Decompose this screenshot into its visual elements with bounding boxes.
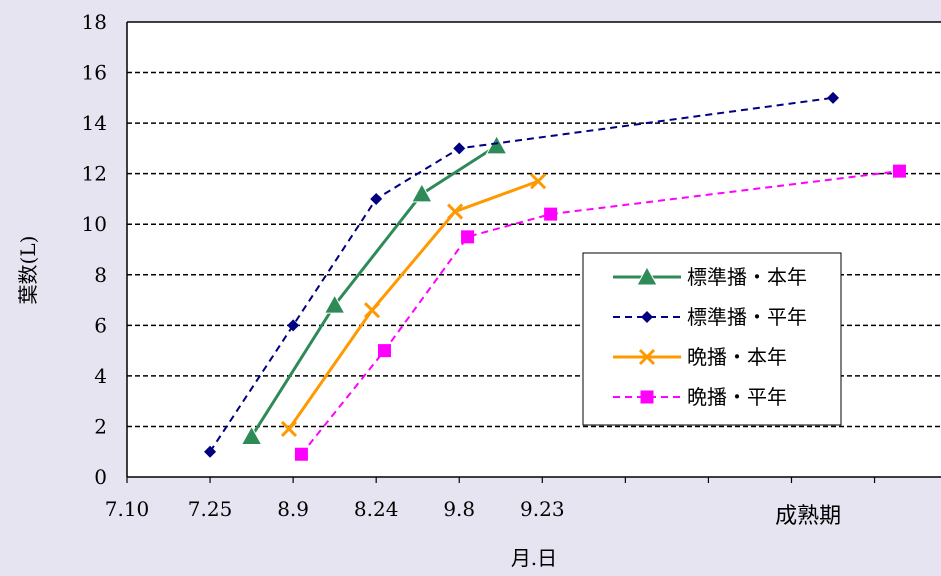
series-line xyxy=(287,179,539,430)
x-tick-label-maturity: 成熟期 xyxy=(775,504,841,529)
data-point xyxy=(323,294,346,314)
data-point xyxy=(411,182,433,203)
data-point xyxy=(287,319,300,332)
x-tick-label: 7.10 xyxy=(105,497,150,521)
x-tick-label: 9.23 xyxy=(520,497,565,521)
legend-label: 標準播・本年 xyxy=(687,265,807,289)
data-point xyxy=(280,420,298,438)
data-point xyxy=(892,164,906,178)
data-point xyxy=(544,207,558,221)
series-1 xyxy=(240,134,508,446)
data-point xyxy=(447,203,464,220)
x-tick-label: 7.25 xyxy=(188,497,233,521)
y-axis-label: 葉数(L) xyxy=(16,236,40,305)
legend-label: 晩播・本年 xyxy=(687,345,787,369)
y-tick-label: 10 xyxy=(82,212,107,236)
data-point xyxy=(453,142,466,155)
data-point xyxy=(530,173,547,190)
x-tick-label: 8.24 xyxy=(354,497,399,521)
legend-marker xyxy=(641,311,653,323)
x-tick-label: 8.9 xyxy=(277,497,309,521)
data-point xyxy=(461,230,475,244)
data-point xyxy=(204,445,217,458)
series-2 xyxy=(204,91,840,458)
y-tick-label: 16 xyxy=(82,61,107,85)
data-point xyxy=(827,91,840,104)
x-tick-labels: 7.10 7.25 8.9 8.24 9.8 9.23 xyxy=(105,477,876,521)
legend-label: 晩播・平年 xyxy=(687,385,787,409)
legend-marker xyxy=(640,390,654,404)
data-point xyxy=(377,344,391,358)
y-tick-labels: 0 2 4 6 8 10 12 14 16 18 xyxy=(82,10,107,489)
y-tick-label: 4 xyxy=(94,364,107,388)
x-tick-label: 9.8 xyxy=(443,497,475,521)
series-line xyxy=(250,144,498,438)
series-line xyxy=(300,170,900,455)
y-tick-label: 18 xyxy=(82,10,107,34)
y-tick-label: 12 xyxy=(82,162,107,186)
y-tick-label: 8 xyxy=(94,263,107,287)
data-point xyxy=(240,425,263,446)
legend-marker xyxy=(638,348,656,366)
grid xyxy=(127,21,941,428)
x-axis-label: 月.日 xyxy=(511,546,557,570)
data-point xyxy=(363,302,381,319)
series-group xyxy=(204,91,906,461)
y-tick-label: 2 xyxy=(94,414,107,438)
legend-marker xyxy=(636,265,658,286)
series-4 xyxy=(294,164,906,461)
series-3 xyxy=(280,173,547,438)
y-tick-label: 0 xyxy=(94,465,107,489)
data-point xyxy=(370,192,383,205)
y-tick-label: 6 xyxy=(94,313,107,337)
data-point xyxy=(294,447,308,461)
y-tick-label: 14 xyxy=(82,111,107,135)
legend-label: 標準播・平年 xyxy=(687,305,807,329)
